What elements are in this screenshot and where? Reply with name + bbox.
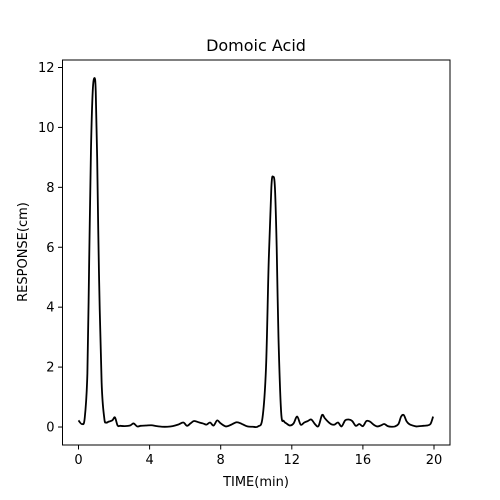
x-axis: 0 4 8 12 16 20: [74, 445, 442, 468]
y-tick-label: 10: [38, 121, 55, 136]
x-tick-label: 8: [217, 453, 225, 468]
series-layer: [77, 77, 434, 429]
x-axis-title: TIME(min): [222, 475, 289, 490]
y-tick-label: 0: [46, 421, 54, 436]
response-line: [77, 77, 434, 429]
x-tick-label: 20: [426, 453, 443, 468]
y-tick-label: 2: [46, 361, 54, 376]
y-axis-title: RESPONSE(cm): [16, 202, 31, 302]
chart-title: Domoic Acid: [206, 36, 306, 55]
x-tick-label: 16: [355, 453, 372, 468]
plot-area-frame: [62, 59, 451, 446]
y-tick-label: 6: [46, 241, 54, 256]
x-tick-label: 12: [284, 453, 301, 468]
y-tick-label: 8: [46, 181, 54, 196]
y-tick-label: 4: [46, 301, 54, 316]
y-axis: 0 2 4 6 8 10 12: [38, 61, 63, 436]
x-tick-label: 4: [145, 453, 153, 468]
x-tick-label: 0: [74, 453, 82, 468]
y-tick-label: 12: [38, 61, 55, 76]
